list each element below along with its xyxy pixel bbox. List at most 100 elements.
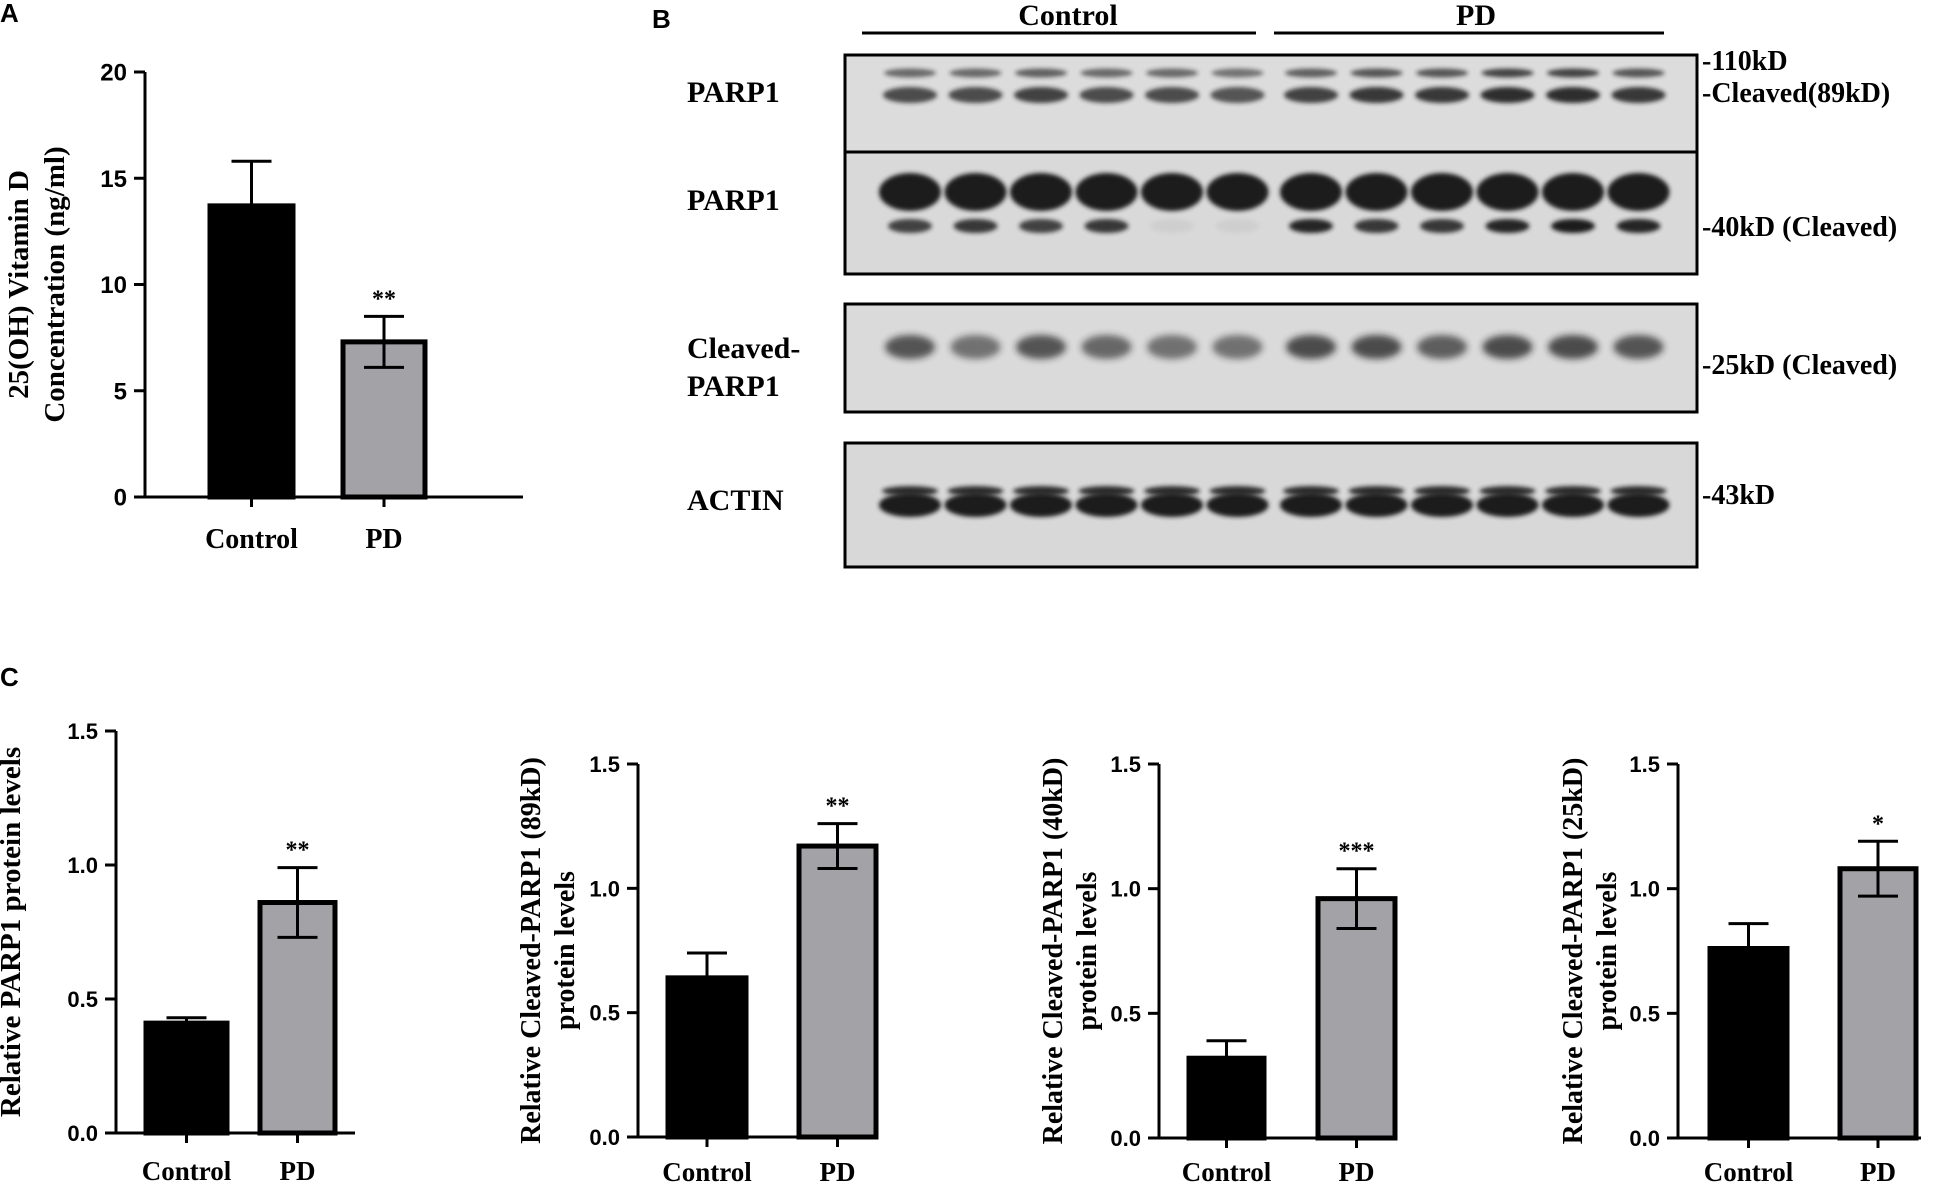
blot-band <box>1476 493 1539 517</box>
y-tick-label: 0.5 <box>1629 1001 1660 1026</box>
blot-band <box>944 493 1007 517</box>
blot-band <box>1420 219 1464 233</box>
blot-band <box>1485 219 1530 233</box>
y-axis-title: Relative PARP1 protein levels <box>0 747 27 1117</box>
panel-label-b: B <box>652 4 671 34</box>
blot-band <box>882 486 938 496</box>
bar-control <box>143 1020 230 1136</box>
blot-band <box>1078 486 1135 496</box>
y-axis-title: Relative Cleaved-PARP1 (89kD) <box>516 757 547 1144</box>
blot-band <box>1476 173 1539 211</box>
y-tick-label: 1.0 <box>1110 877 1141 902</box>
blot-band <box>1411 493 1473 517</box>
blot-band <box>1354 219 1399 233</box>
blot-band <box>1084 219 1129 233</box>
blot-band <box>1548 335 1598 359</box>
blot-band <box>1285 68 1337 78</box>
blot-band <box>884 68 936 78</box>
blot-band <box>1610 486 1667 496</box>
blot-band <box>953 219 998 233</box>
category-label: PD <box>365 524 402 555</box>
blot-band <box>888 219 932 233</box>
blot-band <box>1551 219 1595 233</box>
blot-band <box>1612 68 1665 78</box>
y-axis-title: 25(OH) Vitamin D <box>3 170 35 399</box>
blot-band <box>1607 173 1670 211</box>
blot-band <box>1019 219 1063 233</box>
blot-band <box>1015 68 1067 78</box>
y-axis-title: protein levels <box>1592 871 1623 1030</box>
y-tick-label: 1.0 <box>589 876 620 901</box>
blot-band <box>1345 493 1408 517</box>
category-label: PD <box>820 1157 856 1186</box>
chart-cleaved-parp1-40kd: 0.0 0.5 1.0 1.5 Control *** PD Relative Cleaved… <box>1038 752 1398 1186</box>
blot-band <box>1611 87 1666 103</box>
y-axis-title: Relative Cleaved-PARP1 (25kD) <box>1558 758 1589 1145</box>
blot-band <box>1286 335 1336 359</box>
blot-band <box>1546 87 1600 103</box>
blot-strip <box>843 150 1699 276</box>
category-label: PD <box>1860 1157 1896 1186</box>
category-label: PD <box>1339 1157 1375 1186</box>
blot-band <box>1613 335 1664 359</box>
blot-band <box>950 335 1001 359</box>
blot-group-label: Control <box>1018 0 1117 32</box>
blot-marker-label: -25kD (Cleaved) <box>1702 350 1897 381</box>
blot-row-label: ACTIN <box>687 484 784 517</box>
blot-band <box>1345 173 1408 211</box>
blot-band <box>1616 219 1661 233</box>
y-tick-label: 1.0 <box>1629 877 1660 902</box>
blot-marker-label: -Cleaved(89kD) <box>1702 78 1890 109</box>
blot-band <box>1481 68 1534 78</box>
y-tick-label: 1.5 <box>589 752 620 777</box>
blot-band <box>944 173 1007 211</box>
y-axis-title: Concentration (ng/ml) <box>39 146 71 422</box>
bar-control <box>207 203 296 500</box>
blot-band <box>1010 493 1072 517</box>
blot-band <box>1206 173 1269 211</box>
significance-marker: ** <box>286 838 310 864</box>
y-tick-label: 1.5 <box>1110 752 1141 777</box>
bar-pd <box>257 900 338 1136</box>
chart-parp1: 0.0 0.5 1.0 1.5 Control ** PD Relative PARP1 pr… <box>0 719 355 1186</box>
blot-band <box>1545 486 1601 496</box>
category-label: Control <box>205 524 298 555</box>
significance-marker: * <box>1872 811 1884 837</box>
y-tick-label: 0.0 <box>1629 1126 1660 1151</box>
blot-band <box>1010 173 1072 211</box>
blot-band <box>1547 68 1599 78</box>
y-tick-label: 0.0 <box>1110 1126 1141 1151</box>
y-tick-label: 0.5 <box>1110 1001 1141 1026</box>
blot-band <box>1289 219 1333 233</box>
category-label: Control <box>142 1156 232 1186</box>
y-tick-label: 10 <box>100 272 127 299</box>
blot-band <box>1607 493 1670 517</box>
blot-band <box>1415 87 1469 103</box>
y-tick-label: 0.0 <box>589 1125 620 1150</box>
blot-band <box>1348 486 1405 496</box>
blot-marker-label: -40kD (Cleaved) <box>1702 212 1897 243</box>
bar-pd <box>796 843 879 1140</box>
blot-marker-label: -110kD <box>1702 46 1788 77</box>
significance-marker: *** <box>1339 839 1375 865</box>
significance-marker: ** <box>826 794 850 820</box>
y-tick-label: 0 <box>114 485 127 512</box>
blot-band <box>1209 486 1266 496</box>
panel-label-c: C <box>0 662 19 692</box>
y-tick-label: 15 <box>100 166 127 193</box>
blot-band <box>1212 335 1263 359</box>
band-set <box>879 173 1670 233</box>
blot-band <box>1350 68 1403 78</box>
significance-marker: ** <box>372 286 396 312</box>
band-set <box>885 335 1664 359</box>
blot-band <box>1075 173 1138 211</box>
blot-band <box>1280 493 1342 517</box>
y-tick-label: 20 <box>100 60 127 87</box>
blot-band <box>1284 87 1338 103</box>
blot-band <box>947 486 1004 496</box>
panel-label-a: A <box>0 0 19 28</box>
blot-band <box>883 87 937 103</box>
blot-band <box>1013 486 1069 496</box>
blot-band <box>1280 173 1342 211</box>
